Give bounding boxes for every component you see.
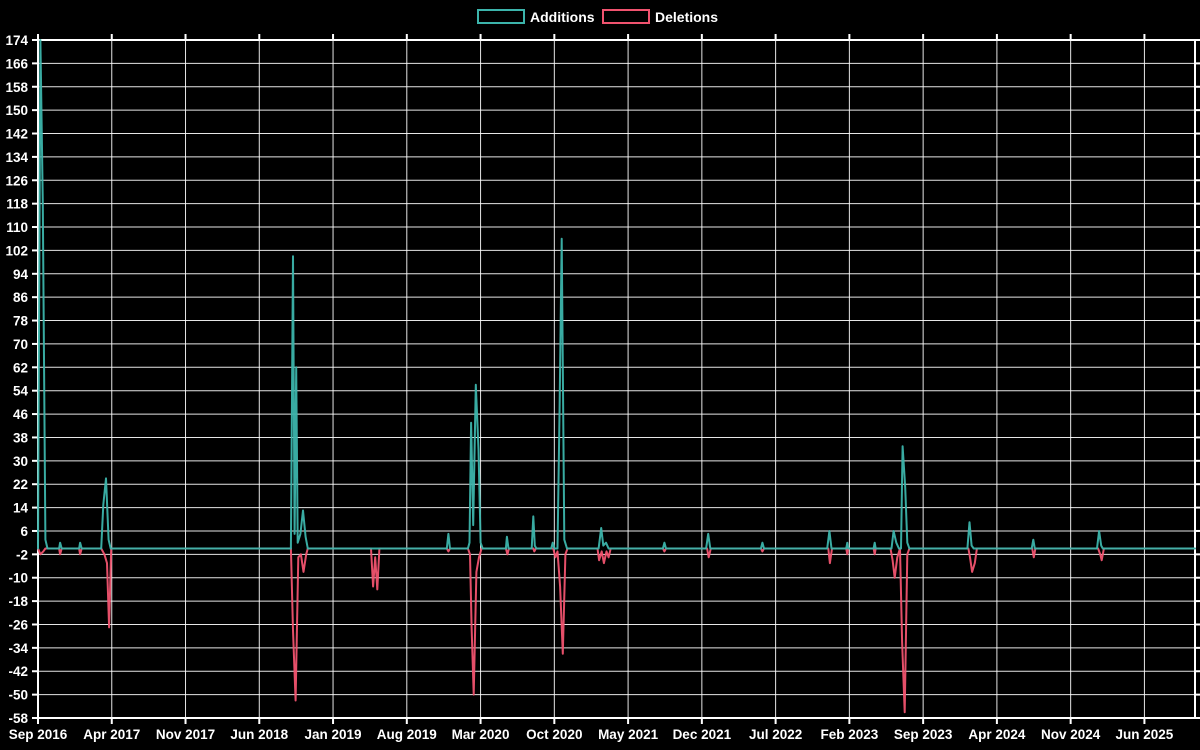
x-tick-label: Mar 2020 — [452, 727, 510, 742]
y-tick-label: 62 — [13, 360, 28, 375]
y-tick-label: 30 — [13, 454, 28, 469]
deletions-legend-swatch — [602, 9, 650, 24]
x-tick-label: May 2021 — [598, 727, 659, 742]
y-tick-label: 142 — [5, 127, 28, 142]
y-tick-label: 110 — [6, 220, 28, 235]
x-tick-label: Nov 2017 — [156, 727, 215, 742]
y-tick-label: 78 — [13, 314, 29, 329]
y-tick-label: 94 — [13, 267, 29, 282]
y-tick-label: -50 — [8, 688, 28, 703]
plot-border — [37, 39, 1196, 719]
x-tick-label: Nov 2024 — [1041, 727, 1101, 742]
series-line-additions — [37, 39, 1196, 550]
y-tick-label: 46 — [13, 407, 29, 422]
y-tick-label: 158 — [5, 80, 28, 95]
y-tick-label: 174 — [5, 33, 28, 48]
additions-legend-label: Additions — [530, 9, 595, 25]
y-tick-label: -58 — [8, 711, 28, 726]
y-tick-label: 6 — [20, 524, 28, 539]
y-tick-label: 70 — [13, 337, 28, 352]
y-tick-label: 38 — [13, 430, 29, 445]
y-tick-label: 118 — [6, 197, 28, 212]
y-tick-label: 126 — [5, 173, 28, 188]
y-tick-label: -26 — [8, 617, 28, 632]
y-tick-label: 150 — [5, 103, 28, 118]
x-tick-label: Apr 2024 — [968, 727, 1026, 742]
series-line-deletions — [37, 547, 1196, 714]
x-tick-label: Apr 2017 — [83, 727, 140, 742]
x-tick-label: Jun 2018 — [230, 727, 288, 742]
x-tick-label: Feb 2023 — [820, 727, 878, 742]
y-tick-label: 134 — [5, 150, 28, 165]
x-tick-label: Jun 2025 — [1116, 727, 1174, 742]
x-tick-label: Jul 2022 — [749, 727, 802, 742]
y-tick-label: -34 — [8, 641, 28, 656]
x-tick-label: Sep 2023 — [894, 727, 953, 742]
legend: Additions Deletions — [477, 9, 718, 25]
y-tick-label: 86 — [13, 290, 29, 305]
x-tick-label: Jan 2019 — [305, 727, 362, 742]
plot-area: 1741661581501421341261181101029486787062… — [5, 33, 1200, 742]
y-tick-label: -42 — [8, 664, 28, 679]
x-tick-label: Sep 2016 — [9, 727, 68, 742]
x-tick-label: Aug 2019 — [377, 727, 437, 742]
deletions-legend-label: Deletions — [655, 9, 718, 25]
x-tick-label: Oct 2020 — [526, 727, 582, 742]
x-tick-label: Dec 2021 — [673, 727, 732, 742]
y-tick-label: 14 — [13, 501, 29, 516]
y-tick-label: -18 — [8, 594, 28, 609]
y-tick-label: -10 — [8, 571, 28, 586]
y-tick-label: 22 — [13, 477, 28, 492]
y-tick-label: -2 — [16, 547, 28, 562]
y-tick-label: 102 — [5, 243, 28, 258]
y-tick-label: 166 — [5, 56, 28, 71]
additions-legend-swatch — [477, 9, 525, 24]
y-tick-label: 54 — [13, 384, 29, 399]
